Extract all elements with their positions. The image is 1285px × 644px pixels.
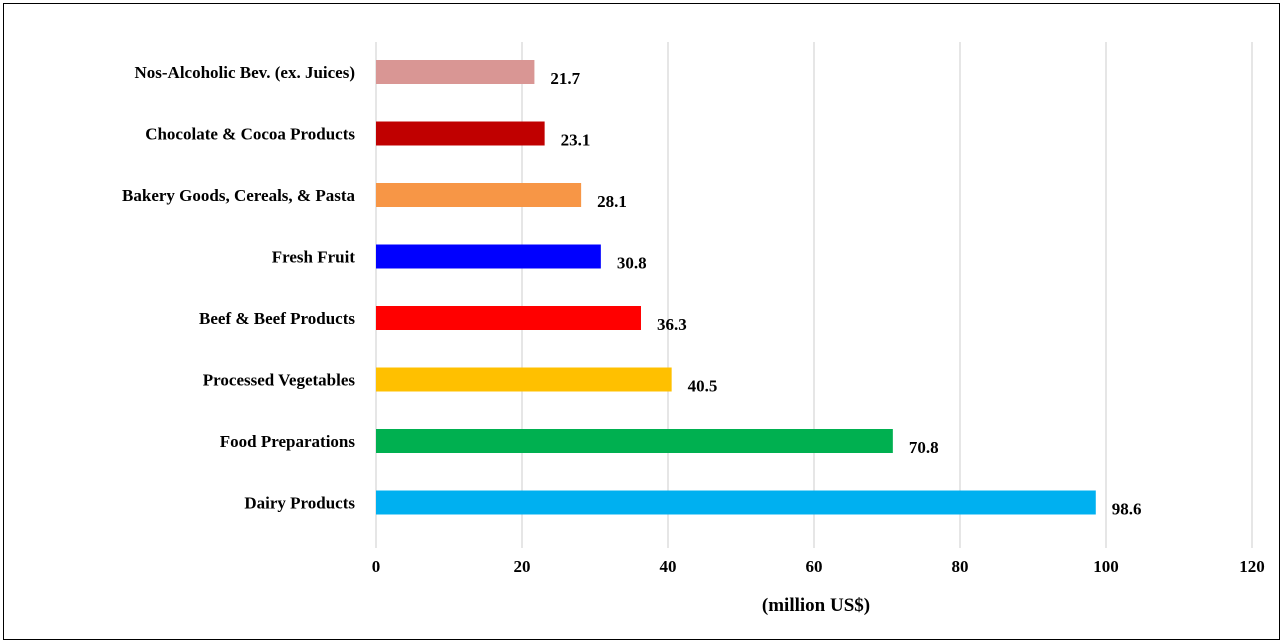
x-tick-label: 40: [660, 557, 677, 576]
data-label: 36.3: [657, 315, 687, 334]
bar: [376, 367, 672, 392]
x-tick-label: 0: [372, 557, 381, 576]
x-tick-label: 120: [1239, 557, 1265, 576]
chart-frame: [3, 3, 1280, 640]
category-label: Food Preparations: [220, 432, 356, 451]
category-label: Dairy Products: [244, 494, 355, 513]
data-label: 40.5: [688, 377, 718, 396]
value-labels: 21.7 23.1 28.1 30.8 36.3 40.5 70.8 98.6: [550, 69, 1141, 519]
category-label: Fresh Fruit: [272, 248, 356, 267]
bars: [376, 60, 1096, 515]
x-tick-label: 100: [1093, 557, 1119, 576]
data-label: 98.6: [1112, 500, 1142, 519]
gridlines: [375, 42, 1253, 548]
category-label: Nos-Alcoholic Bev. (ex. Juices): [135, 63, 356, 82]
bar: [376, 183, 582, 207]
bar: [376, 60, 535, 84]
x-axis-ticks: 0 20 40 60 80 100 120: [372, 557, 1265, 576]
x-tick-label: 20: [514, 557, 531, 576]
category-label: Bakery Goods, Cereals, & Pasta: [122, 186, 355, 205]
category-label: Chocolate & Cocoa Products: [145, 125, 355, 144]
data-label: 23.1: [561, 131, 591, 150]
bar: [376, 429, 893, 453]
category-label: Processed Vegetables: [203, 371, 356, 390]
bar: [376, 490, 1096, 515]
category-labels: Nos-Alcoholic Bev. (ex. Juices) Chocolate…: [122, 63, 355, 513]
bar: [376, 306, 641, 330]
data-label: 28.1: [597, 192, 627, 211]
bar: [376, 121, 545, 146]
category-label: Beef & Beef Products: [199, 309, 355, 328]
x-axis-title: (million US$): [762, 595, 870, 616]
bar: [376, 244, 601, 269]
x-tick-label: 80: [952, 557, 969, 576]
data-label: 70.8: [909, 438, 939, 457]
data-label: 30.8: [617, 254, 647, 273]
x-tick-label: 60: [806, 557, 823, 576]
data-label: 21.7: [550, 69, 580, 88]
